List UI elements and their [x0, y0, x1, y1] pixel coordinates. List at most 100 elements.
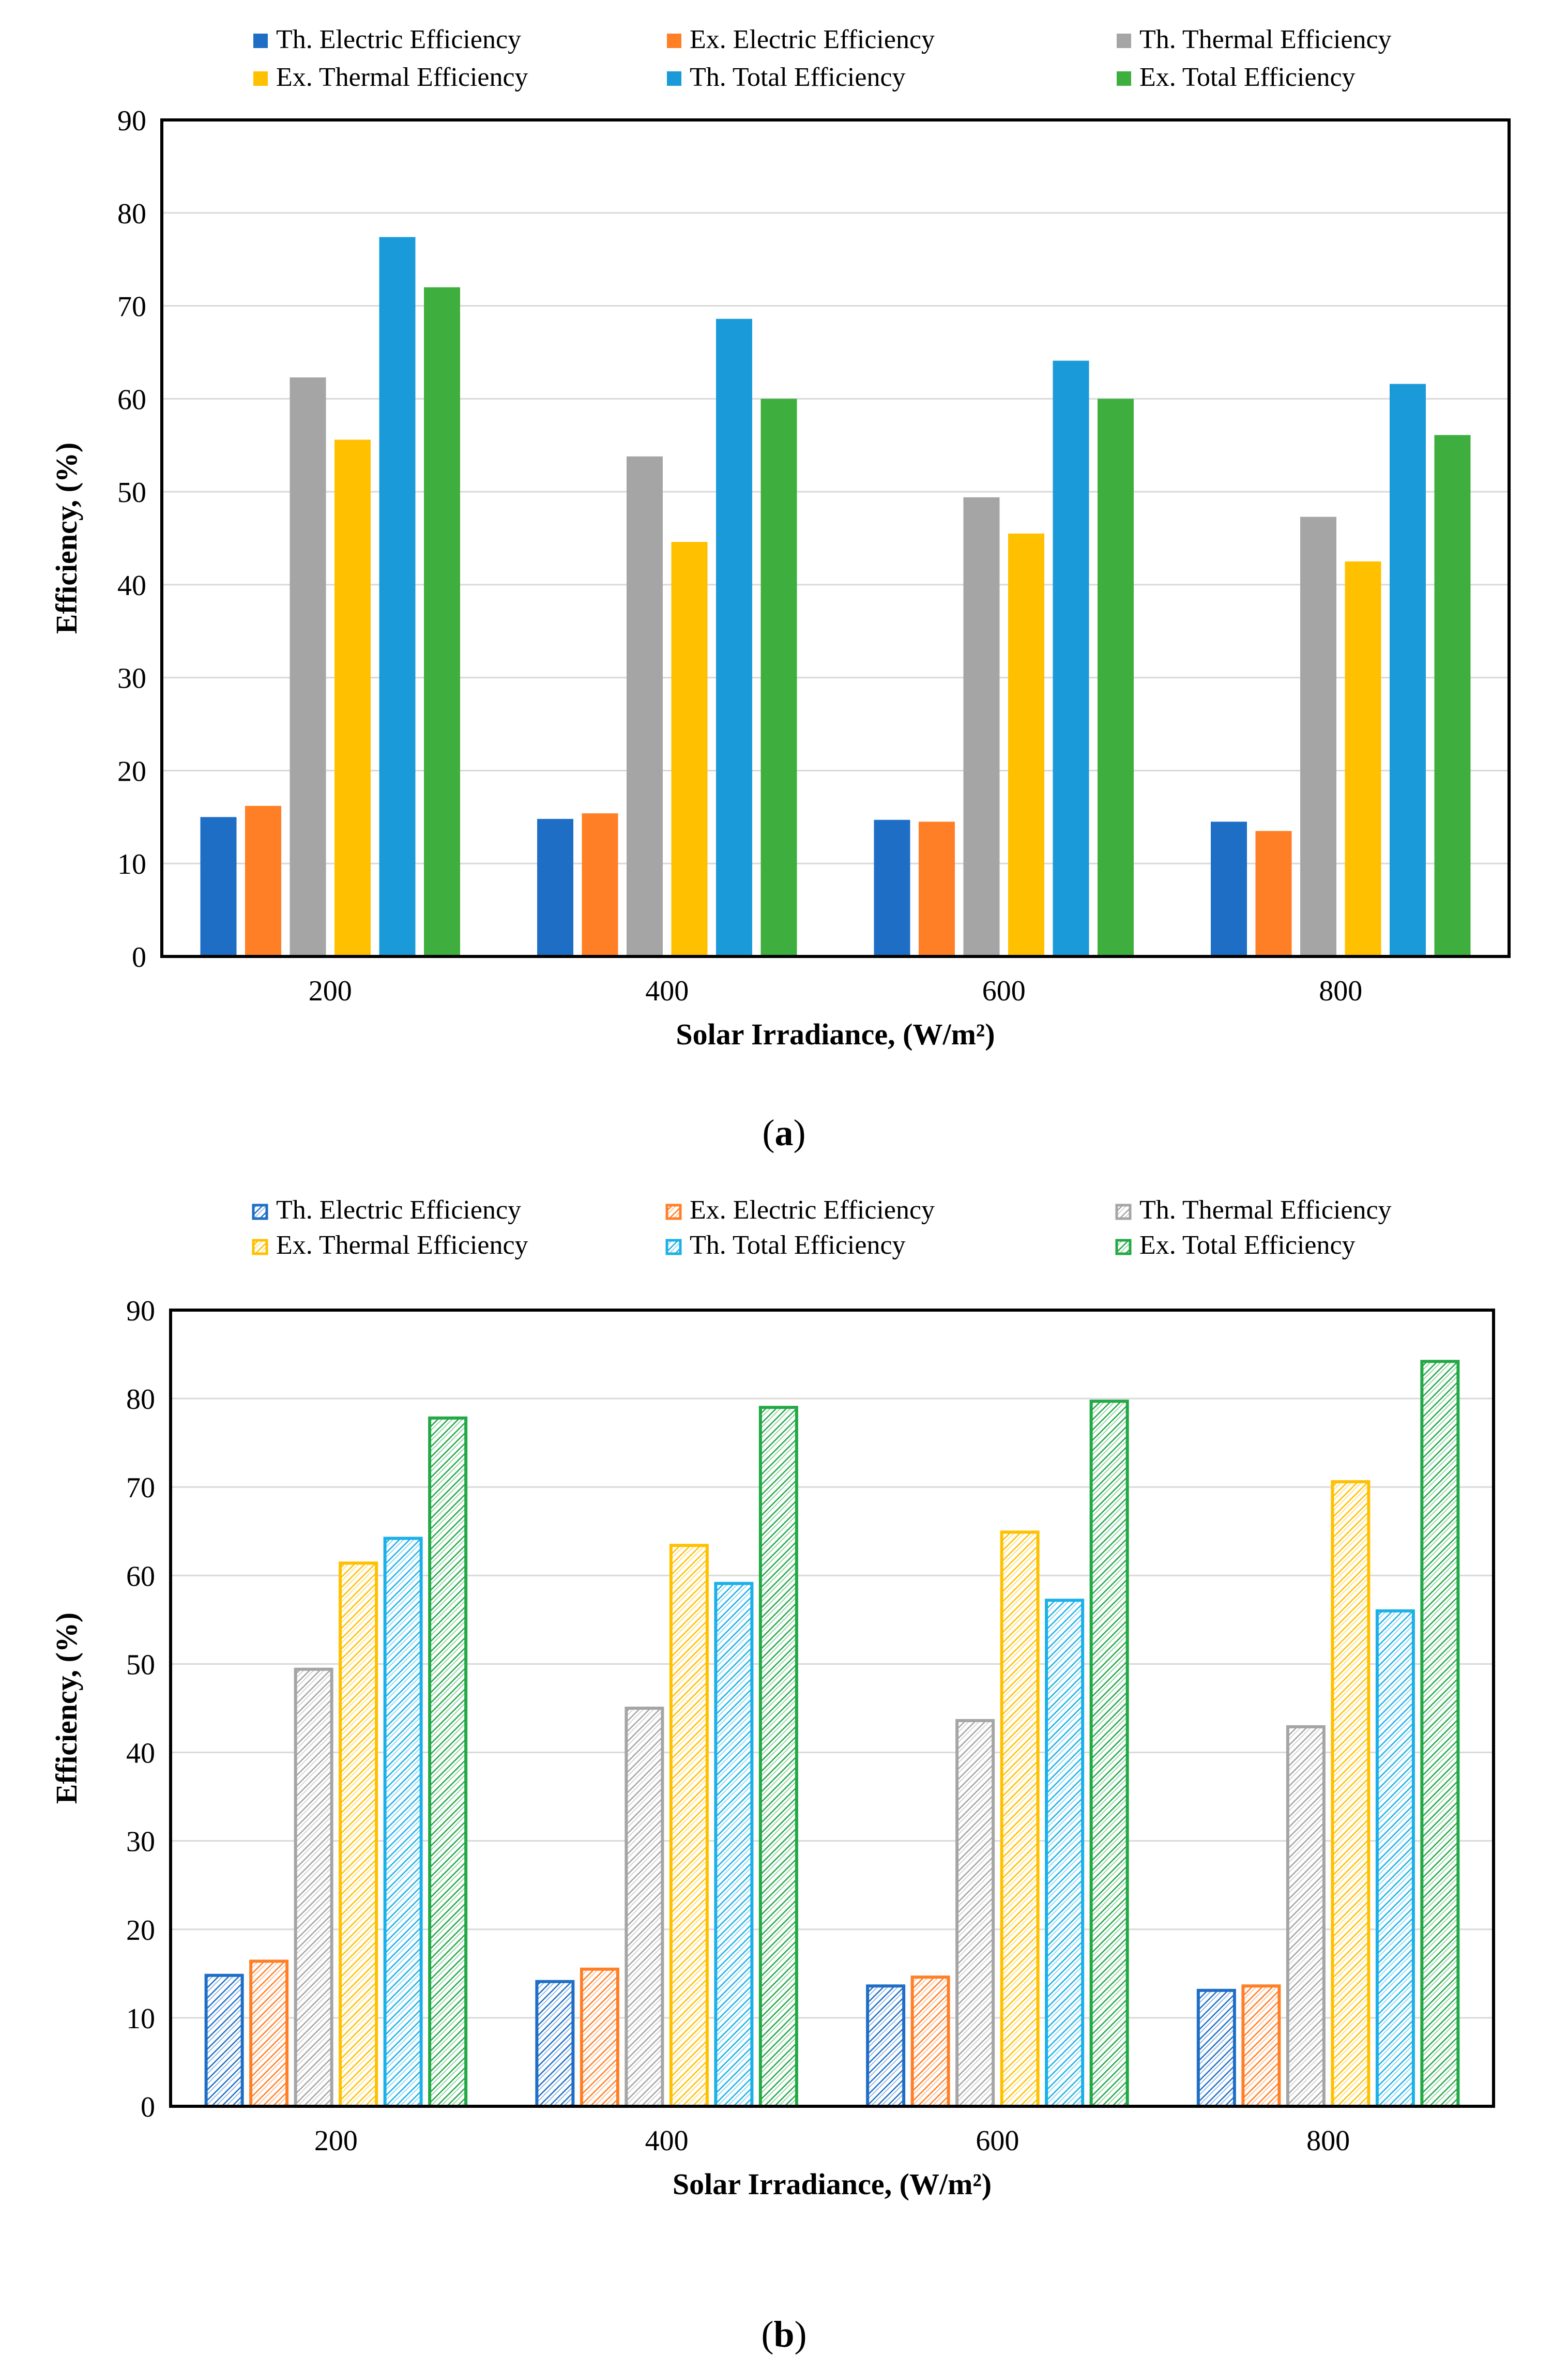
bar	[669, 1544, 709, 2108]
x-tick-label: 800	[1319, 975, 1362, 1007]
bar	[290, 377, 326, 957]
y-tick-label: 90	[126, 1295, 155, 1327]
y-tick-label: 30	[117, 663, 146, 695]
bar	[1255, 831, 1292, 956]
legend-swatch	[667, 71, 681, 86]
bar	[1300, 516, 1336, 956]
y-tick-label: 50	[126, 1649, 155, 1681]
bar	[1420, 1360, 1460, 2108]
y-tick-label: 90	[117, 105, 146, 137]
figure-b: 0 10 20 30 40 50 60 70 80 90 200 400 600 800 Solar Irr…	[0, 1160, 1568, 2355]
y-tick-label: 60	[126, 1560, 155, 1592]
y-tick-label: 70	[117, 291, 146, 323]
caption-b-letter: b	[773, 2314, 795, 2355]
x-axis-label: Solar Irradiance, (W/m²)	[673, 2167, 992, 2201]
caption-b: (b)	[761, 2314, 807, 2355]
legend-swatch	[1115, 1239, 1132, 1255]
y-tick-label: 30	[126, 1826, 155, 1858]
bar	[334, 439, 371, 956]
legend-label: Ex. Thermal Efficiency	[276, 1230, 528, 1260]
y-tick-label: 50	[117, 477, 146, 509]
y-tick-label: 20	[126, 1914, 155, 1947]
x-axis-label: Solar Irradiance, (W/m²)	[676, 1017, 995, 1051]
y-tick-label: 0	[132, 941, 146, 974]
bar	[537, 818, 573, 956]
caption-a-letter: a	[774, 1112, 794, 1153]
y-axis-label: Efficiency, (%)	[50, 443, 83, 634]
legend-swatch	[253, 34, 268, 48]
legend-label: Th. Total Efficiency	[690, 1230, 906, 1260]
bar	[424, 287, 460, 956]
y-tick-label: 80	[117, 198, 146, 230]
y-axis-label: Efficiency, (%)	[50, 1613, 83, 1804]
bar	[1098, 399, 1134, 957]
bar	[910, 1975, 950, 2108]
x-tick-label: 800	[1306, 2125, 1350, 2157]
legend-label: Ex. Thermal Efficiency	[276, 63, 528, 92]
bar	[1000, 1530, 1040, 2108]
legend-swatch	[1117, 71, 1131, 86]
bar	[1053, 360, 1089, 956]
caption-a: (a)	[762, 1112, 806, 1153]
bar	[716, 318, 752, 957]
bar	[671, 542, 708, 956]
bar	[339, 1561, 378, 2108]
chart-a: 0 10 20 30 40 50 60 70 80 90 200 400 600 800 Solar Irr…	[50, 25, 1511, 1051]
bar	[1211, 822, 1247, 956]
legend-label: Th. Total Efficiency	[690, 63, 906, 92]
legend-swatch	[252, 1204, 268, 1220]
legend-swatch	[667, 34, 681, 48]
bar	[383, 1537, 423, 2108]
bar	[245, 805, 281, 956]
bar	[1434, 435, 1471, 956]
bar	[955, 1719, 995, 2108]
bar	[1331, 1480, 1371, 2108]
bar	[1196, 1988, 1236, 2108]
bar	[204, 1973, 244, 2108]
bar	[714, 1582, 754, 2108]
legend-label: Th. Electric Efficiency	[276, 1195, 521, 1225]
legend-swatch	[665, 1239, 682, 1255]
bar	[1008, 534, 1044, 956]
x-tick-label: 600	[976, 2125, 1019, 2157]
y-tick-label: 20	[117, 755, 146, 787]
plot-frame	[169, 1309, 1495, 2108]
bar	[1375, 1609, 1415, 2108]
legend-label: Ex. Electric Efficiency	[690, 1195, 935, 1225]
bar	[919, 822, 955, 956]
bar	[1089, 1400, 1129, 2108]
legend-label: Th. Electric Efficiency	[276, 25, 521, 54]
y-tick-label: 40	[126, 1738, 155, 1770]
y-tick-label: 70	[126, 1472, 155, 1504]
bar	[1345, 561, 1381, 956]
legend-label: Th. Thermal Efficiency	[1139, 25, 1392, 54]
bar	[625, 1707, 664, 2108]
bar	[760, 399, 797, 957]
bar	[866, 1984, 906, 2108]
legend-label: Ex. Total Efficiency	[1139, 1230, 1356, 1260]
bar	[874, 819, 910, 956]
x-tick-label: 400	[645, 2125, 689, 2157]
bar	[1045, 1599, 1085, 2108]
legend-label: Ex. Electric Efficiency	[690, 25, 935, 54]
y-tick-label: 40	[117, 570, 146, 602]
legend-swatch	[665, 1204, 682, 1220]
x-tick-label: 200	[314, 2125, 358, 2157]
y-tick-label: 10	[126, 2003, 155, 2035]
bar	[582, 813, 618, 956]
legend-swatch	[252, 1239, 268, 1255]
bar	[379, 237, 416, 956]
bar	[200, 817, 237, 956]
bar	[580, 1967, 619, 2108]
legend-label: Ex. Total Efficiency	[1139, 63, 1356, 92]
bar	[758, 1406, 798, 2108]
legend-swatch	[1115, 1204, 1132, 1220]
legend-swatch	[1117, 34, 1131, 48]
plot-frame	[160, 118, 1511, 958]
bar	[627, 456, 663, 956]
bar	[1241, 1984, 1281, 2108]
y-tick-label: 60	[117, 384, 146, 416]
y-tick-label: 0	[141, 2091, 155, 2123]
bar	[294, 1667, 333, 2108]
x-tick-label: 200	[309, 975, 352, 1007]
